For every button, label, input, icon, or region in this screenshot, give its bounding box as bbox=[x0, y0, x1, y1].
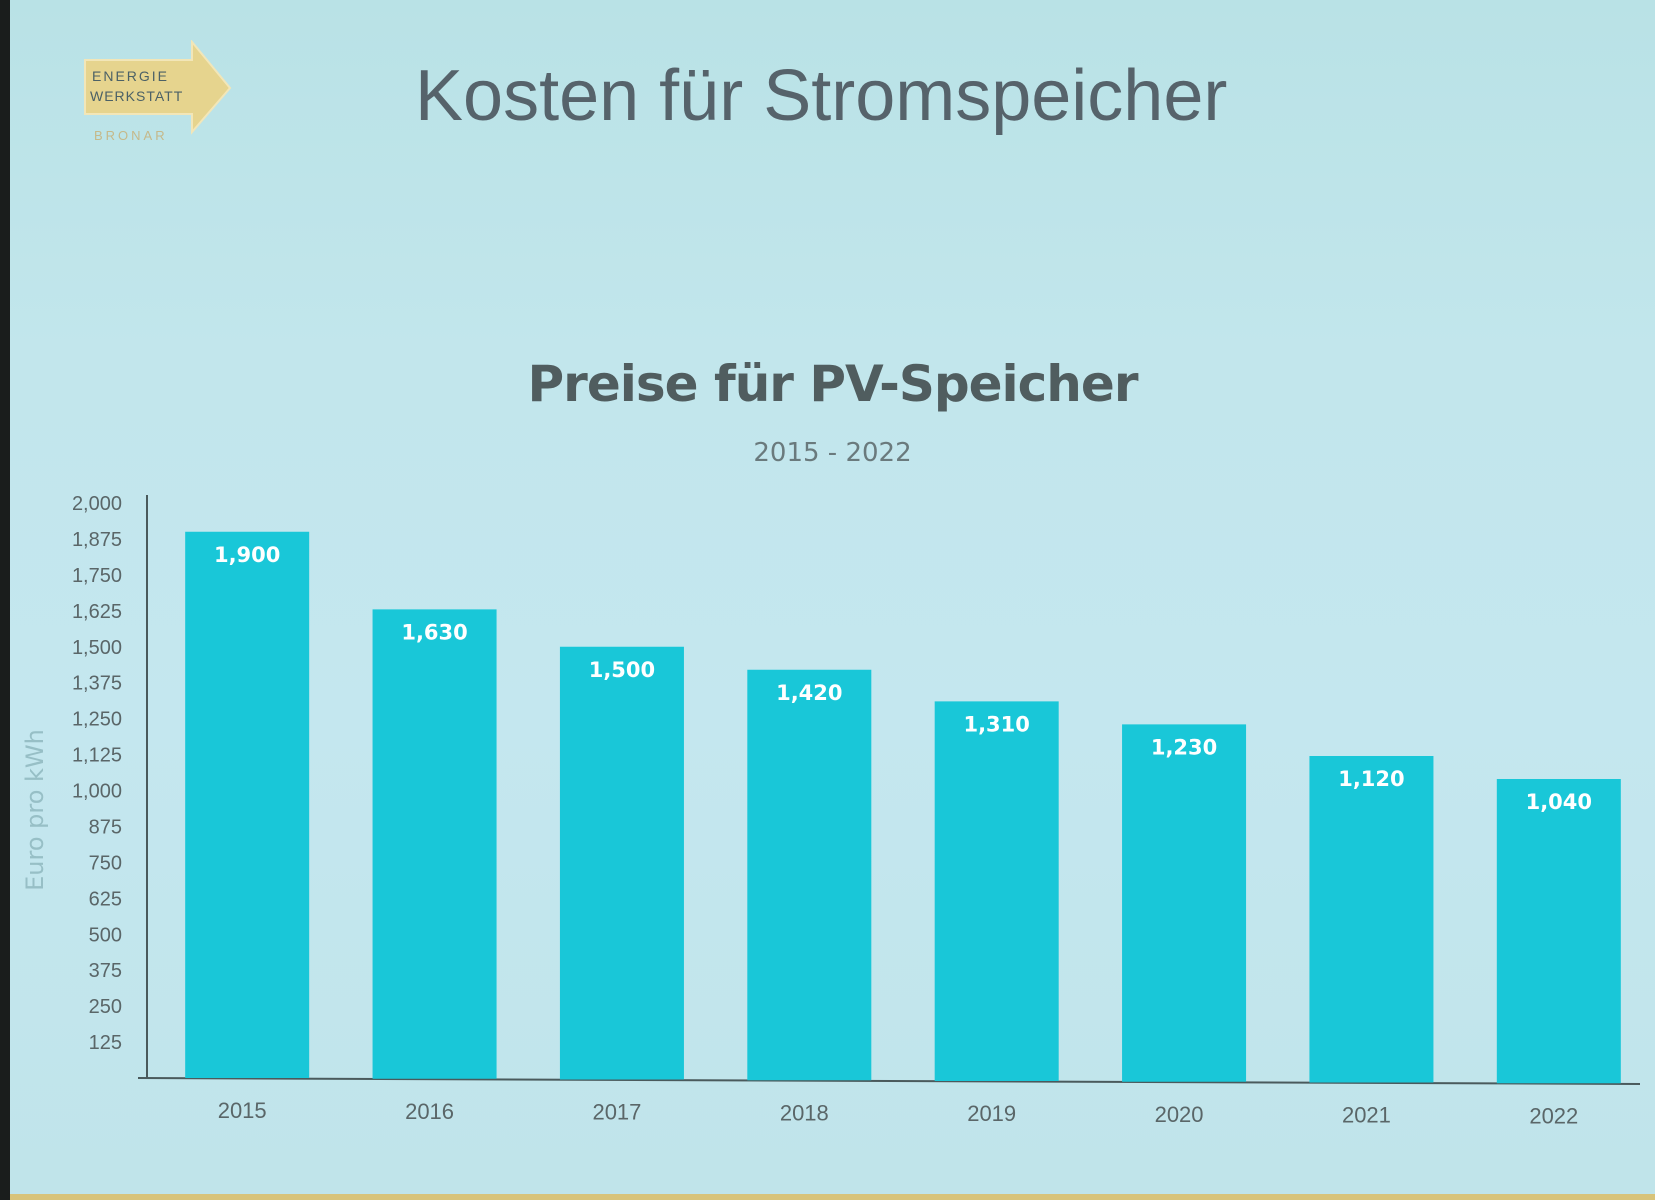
y-tick-label: 1,000 bbox=[72, 781, 122, 803]
y-tick-label: 250 bbox=[89, 996, 122, 1018]
y-tick-label: 1,375 bbox=[72, 673, 122, 695]
y-tick-label: 1,875 bbox=[72, 529, 122, 551]
y-tick-label: 500 bbox=[89, 924, 122, 946]
bar-value-label: 1,900 bbox=[214, 543, 280, 567]
bar-value-label: 1,120 bbox=[1338, 767, 1404, 791]
x-tick-label: 2017 bbox=[592, 1100, 641, 1125]
y-tick-label: 1,500 bbox=[72, 637, 122, 659]
bar bbox=[185, 531, 310, 1078]
y-tick-label: 1,625 bbox=[72, 601, 122, 623]
slide-bottom-rule bbox=[10, 1194, 1655, 1200]
bar-value-label: 1,420 bbox=[776, 681, 842, 705]
bar bbox=[747, 669, 872, 1081]
x-axis-line bbox=[137, 1077, 1641, 1085]
y-tick-label: 625 bbox=[89, 888, 122, 910]
x-tick-label: 2015 bbox=[218, 1098, 267, 1123]
bar-value-label: 1,230 bbox=[1151, 735, 1217, 759]
bar-value-label: 1,040 bbox=[1526, 790, 1592, 814]
chart-subtitle: 2015 - 2022 bbox=[753, 438, 912, 468]
x-axis: 2015 2016 2017 2018 2019 2020 2021 2022 bbox=[137, 1077, 1641, 1128]
bar bbox=[1496, 779, 1621, 1084]
x-tick-label: 2022 bbox=[1529, 1103, 1578, 1128]
bar bbox=[1122, 724, 1247, 1082]
bar-value-label: 1,310 bbox=[963, 712, 1029, 736]
energie-werkstatt-logo: ENERGIE WERKSTATT BRONAR bbox=[80, 40, 250, 150]
logo-line-1: ENERGIE bbox=[92, 68, 170, 84]
logo-line-2: WERKSTATT bbox=[90, 88, 184, 104]
y-tick-label: 875 bbox=[89, 816, 122, 838]
chart-title: Preise für PV-Speicher bbox=[527, 355, 1139, 413]
y-tick-label: 1,250 bbox=[72, 709, 122, 731]
bar-value-label: 1,630 bbox=[401, 620, 467, 644]
bar-chart: 125 250 375 500 625 750 875 1,000 1,125 1,250 1,37… bbox=[21, 493, 1641, 1128]
slide: ENERGIE WERKSTATT BRONAR Kosten für Stro… bbox=[10, 0, 1655, 1200]
bar bbox=[559, 646, 684, 1080]
bar bbox=[372, 609, 497, 1079]
bars bbox=[185, 531, 1621, 1084]
y-axis-label: Euro pro kWh bbox=[21, 729, 49, 891]
y-tick-label: 1,125 bbox=[72, 745, 122, 767]
x-tick-label: 2018 bbox=[780, 1100, 829, 1125]
logo-arrow-icon bbox=[84, 40, 232, 135]
bar-value-label: 1,500 bbox=[589, 658, 655, 682]
x-tick-label: 2021 bbox=[1342, 1103, 1391, 1128]
x-tick-label: 2020 bbox=[1155, 1102, 1204, 1127]
x-tick-label: 2019 bbox=[967, 1101, 1016, 1126]
logo-line-3: BRONAR bbox=[94, 128, 168, 143]
y-tick-label: 375 bbox=[89, 960, 122, 982]
value-labels: 1,900 1,630 1,500 1,420 1,310 1,230 1,120 1,040 bbox=[214, 543, 1592, 814]
y-tick-label: 1,750 bbox=[72, 565, 122, 587]
slide-title: Kosten für Stromspeicher bbox=[415, 56, 1228, 136]
x-tick-label: 2016 bbox=[405, 1099, 454, 1124]
bar bbox=[934, 701, 1059, 1081]
y-tick-label: 750 bbox=[89, 852, 122, 874]
y-tick-label: 125 bbox=[89, 1032, 122, 1054]
bar bbox=[1309, 756, 1434, 1083]
y-tick-label: 2,000 bbox=[72, 493, 122, 515]
y-axis: 125 250 375 500 625 750 875 1,000 1,125 1,250 1,37… bbox=[72, 493, 148, 1078]
